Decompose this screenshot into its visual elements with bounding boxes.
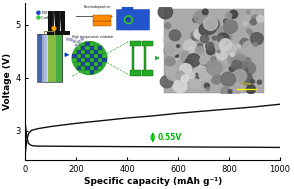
Text: 0.55V: 0.55V xyxy=(157,133,182,142)
X-axis label: Specific capacity (mAh g⁻¹): Specific capacity (mAh g⁻¹) xyxy=(83,177,222,186)
Y-axis label: Voltage (V): Voltage (V) xyxy=(4,53,12,110)
